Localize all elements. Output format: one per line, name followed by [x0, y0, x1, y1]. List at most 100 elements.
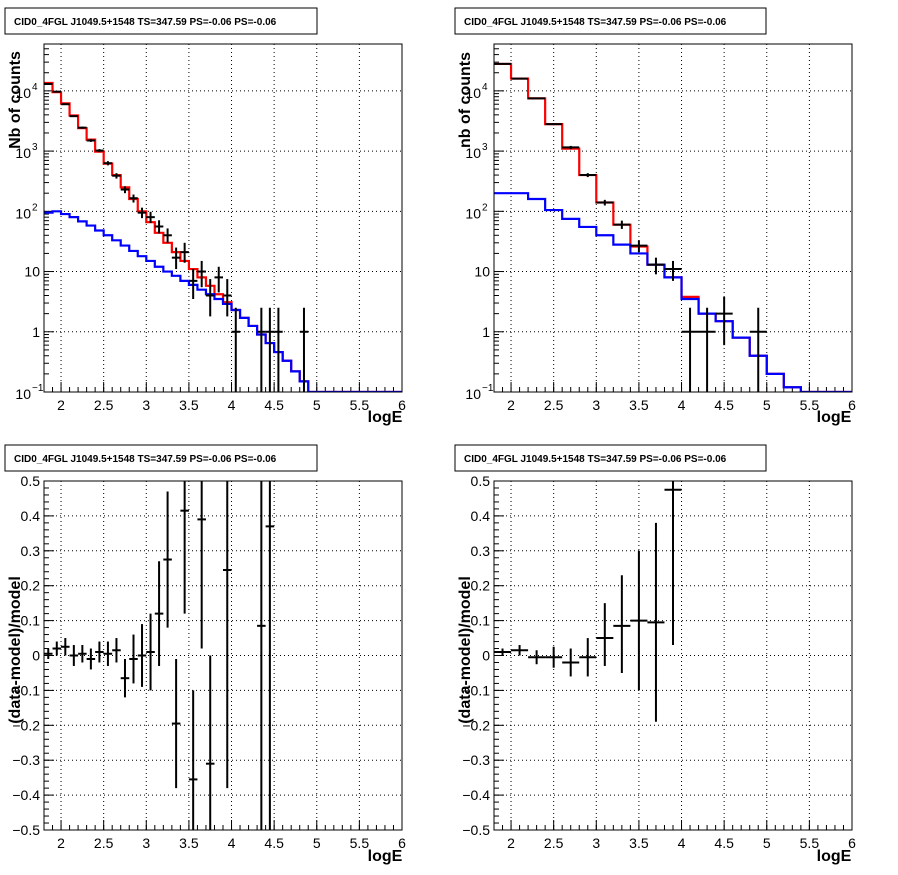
- data-point: [511, 77, 529, 80]
- x-tick-label: 3.5: [179, 835, 199, 851]
- data-point: [511, 645, 529, 656]
- y-tick-exponent: −1: [32, 383, 44, 394]
- x-tick-label: 2.5: [544, 397, 564, 413]
- plot-frame: [43, 480, 403, 831]
- x-tick-label: 2.5: [94, 397, 114, 413]
- y-tick-label: −0.3: [462, 752, 490, 768]
- data-point: [257, 481, 266, 830]
- y-tick-label: 0.2: [21, 578, 41, 594]
- data-point: [299, 307, 309, 392]
- data-point: [78, 126, 87, 129]
- data-point: [274, 307, 283, 392]
- y-tick-label: 10: [465, 145, 481, 161]
- data-point: [214, 266, 223, 293]
- x-tick-label: 4: [678, 835, 686, 851]
- x-axis-label: logE: [817, 409, 852, 426]
- y-axis-label: nb of counts: [457, 52, 474, 148]
- histogram-series-red: [44, 81, 402, 392]
- data-point: [154, 561, 164, 666]
- x-tick-label: 5.5: [350, 397, 370, 413]
- data-point: [112, 173, 121, 179]
- data-point: [749, 307, 767, 392]
- data-point: [265, 307, 275, 392]
- chart-title: CID0_4FGL J1049.5+1548 TS=347.59 PS=-0.0…: [464, 454, 727, 465]
- data-point: [112, 638, 121, 663]
- x-tick-label: 5: [313, 397, 321, 413]
- chart-panel-bottom-right: 2 2.5 3 3.5 4 4.5 5 5.5 6 −0.5 −0.4 −0.3 −0.2 −0.1 0 0.…: [454, 444, 856, 865]
- plot-frame: [493, 43, 853, 393]
- data-point: [223, 279, 232, 317]
- y-axis-label: Nb of counts: [7, 51, 24, 149]
- data-point: [664, 260, 682, 281]
- data-point: [562, 145, 580, 150]
- data-point: [44, 648, 53, 659]
- data-point: [137, 207, 147, 219]
- data-point: [120, 186, 130, 194]
- y-tick-label: 1: [32, 324, 40, 340]
- y-tick-exponent: 4: [482, 82, 488, 93]
- x-tick-label: 3.5: [179, 397, 199, 413]
- x-tick-label: 3.5: [629, 397, 649, 413]
- x-axis-label: logE: [368, 848, 403, 865]
- y-tick-label: 10: [15, 205, 31, 221]
- y-tick-label: 0.4: [21, 508, 41, 524]
- y-tick-label: 0.5: [21, 473, 41, 489]
- data-point: [137, 624, 147, 687]
- y-tick-exponent: 2: [32, 202, 38, 213]
- data-point: [129, 634, 138, 684]
- x-tick-label: 3.5: [629, 835, 649, 851]
- data-point: [69, 645, 79, 666]
- x-axis-label: logE: [368, 409, 403, 426]
- x-tick-label: 4.5: [264, 397, 284, 413]
- x-tick-label: 6: [398, 835, 406, 851]
- y-tick-label: 0.1: [21, 613, 41, 629]
- title-box: [454, 444, 767, 472]
- histogram-series-blue: [494, 192, 852, 392]
- data-point: [494, 648, 512, 656]
- title-box: [4, 444, 318, 472]
- data-point: [95, 641, 104, 663]
- data-point: [681, 307, 699, 392]
- x-tick-label: 6: [398, 397, 406, 413]
- y-tick-label: 10: [474, 264, 490, 280]
- data-point: [545, 646, 563, 668]
- y-tick-label: 10: [15, 85, 31, 101]
- data-point: [180, 242, 189, 263]
- y-tick-label: 0.2: [471, 578, 491, 594]
- data-point: [103, 641, 113, 666]
- y-tick-label: 0.5: [471, 473, 491, 489]
- data-point: [579, 173, 597, 178]
- data-point: [265, 481, 275, 830]
- data-point: [86, 139, 96, 142]
- y-tick-label: 10: [465, 386, 481, 402]
- x-tick-label: 6: [848, 397, 856, 413]
- x-tick-label: 4.5: [264, 835, 284, 851]
- data-point: [647, 257, 665, 275]
- x-tick-label: 3: [142, 397, 150, 413]
- x-tick-label: 2: [57, 835, 65, 851]
- chart-title: CID0_4FGL J1049.5+1548 TS=347.59 PS=-0.0…: [14, 17, 277, 28]
- y-tick-label: −0.1: [462, 682, 490, 698]
- data-point: [154, 220, 164, 234]
- data-point: [205, 279, 215, 317]
- x-tick-label: 2: [57, 397, 65, 413]
- y-tick-label: 10: [24, 264, 40, 280]
- data-point: [69, 115, 79, 118]
- y-tick-label: −0.3: [12, 752, 40, 768]
- data-point: [61, 103, 70, 106]
- x-tick-label: 4.5: [714, 835, 734, 851]
- y-tick-label: −0.5: [462, 822, 490, 838]
- y-tick-label: −0.1: [12, 682, 40, 698]
- y-tick-label: 0: [482, 648, 490, 664]
- data-point: [528, 650, 546, 665]
- y-tick-label: 0.3: [21, 543, 41, 559]
- data-point: [163, 228, 172, 243]
- data-point: [61, 638, 70, 656]
- x-tick-label: 5: [763, 835, 771, 851]
- x-tick-label: 5: [313, 835, 321, 851]
- data-point: [664, 481, 682, 646]
- x-tick-label: 5.5: [350, 835, 370, 851]
